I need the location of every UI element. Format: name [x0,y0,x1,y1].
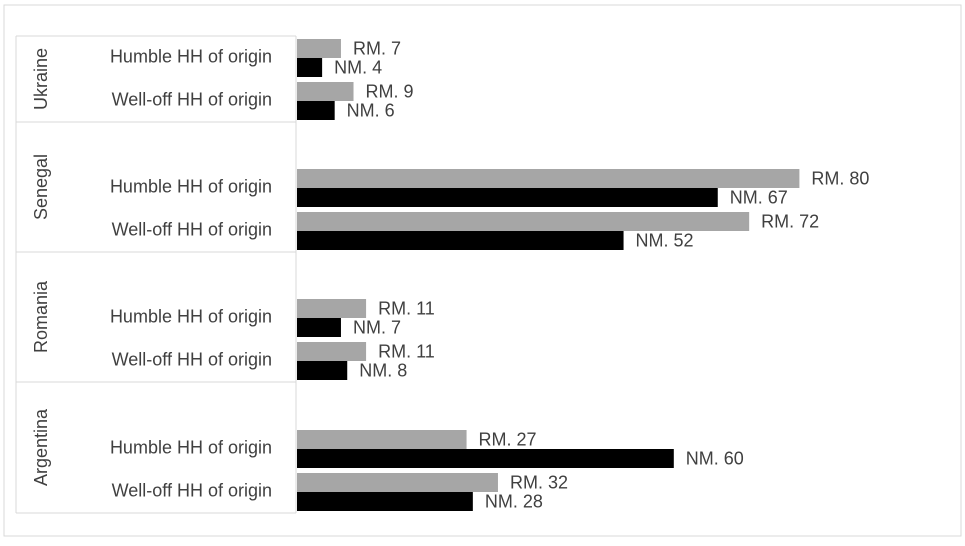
chart-border [3,4,962,537]
bar-rm [297,430,467,449]
data-label-rm: RM. 32 [510,472,568,492]
row-label: Well-off HH of origin [112,480,272,500]
bar-rm [297,82,354,101]
row-label: Well-off HH of origin [112,219,272,239]
data-label-rm: RM. 72 [761,211,819,231]
data-label-rm: RM. 7 [353,38,401,58]
bar-nm [297,101,335,120]
bar-nm [297,231,624,250]
bar-rm [297,169,800,188]
row-label: Well-off HH of origin [112,89,272,109]
data-label-rm: RM. 9 [366,81,414,101]
row-label: Humble HH of origin [110,306,272,326]
data-label-rm: RM. 80 [811,168,869,188]
data-label-nm: NM. 60 [686,448,744,468]
data-label-rm: RM. 11 [378,341,435,361]
bar-rm [297,473,498,492]
bar-nm [297,492,473,511]
bar-nm [297,188,718,207]
data-label-rm: RM. 27 [479,429,537,449]
row-label: Well-off HH of origin [112,349,272,369]
country-label: Ukraine [31,48,51,110]
country-label: Argentina [31,408,51,486]
data-label-nm: NM. 67 [730,187,788,207]
bar-rm [297,299,367,318]
row-label: Humble HH of origin [110,46,272,66]
bar-nm [297,58,323,77]
bar-rm [297,342,367,361]
data-label-nm: NM. 28 [485,491,543,511]
bar-rm [297,39,341,58]
data-label-nm: NM. 8 [359,360,407,380]
data-label-nm: NM. 4 [334,57,382,77]
bar-rm [297,212,750,231]
country-label: Romania [31,280,51,353]
data-label-nm: NM. 52 [636,230,694,250]
row-label: Humble HH of origin [110,176,272,196]
data-label-nm: NM. 7 [353,317,401,337]
bar-nm [297,449,674,468]
data-label-rm: RM. 11 [378,298,435,318]
bar-nm [297,361,348,380]
data-label-nm: NM. 6 [347,100,395,120]
row-label: Humble HH of origin [110,437,272,457]
country-label: Senegal [31,154,51,220]
bar-nm [297,318,341,337]
